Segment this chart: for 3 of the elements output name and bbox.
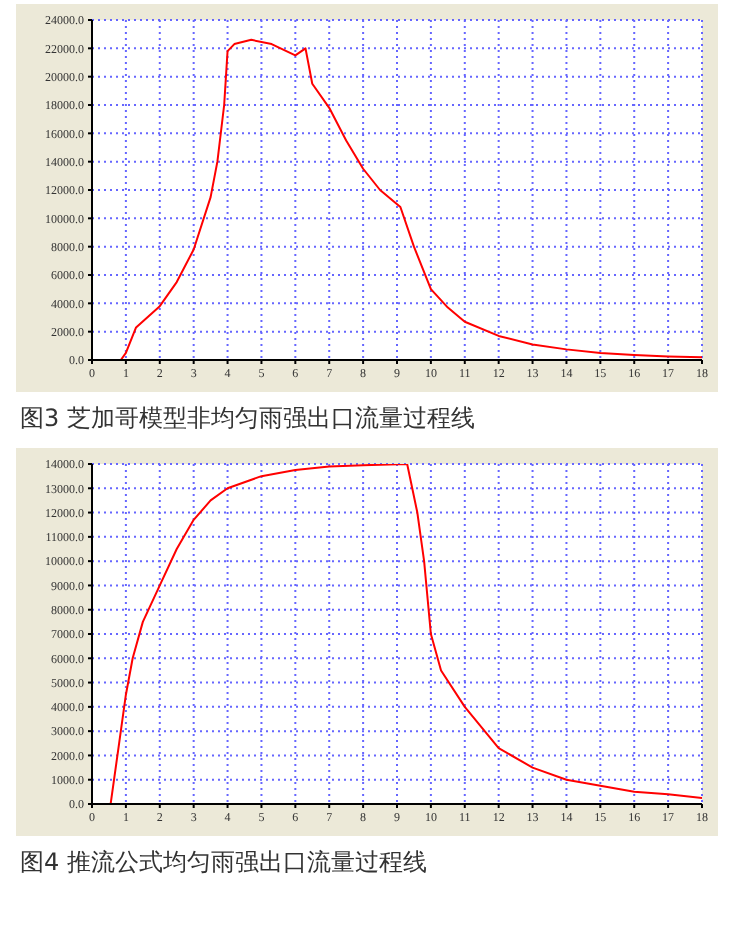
text: 图4 推流公式均匀雨强出口流量过程线: [16, 836, 718, 892]
text: 图3 芝加哥模型非均匀雨强出口流量过程线: [16, 392, 718, 448]
line-series: [119, 38, 702, 360]
